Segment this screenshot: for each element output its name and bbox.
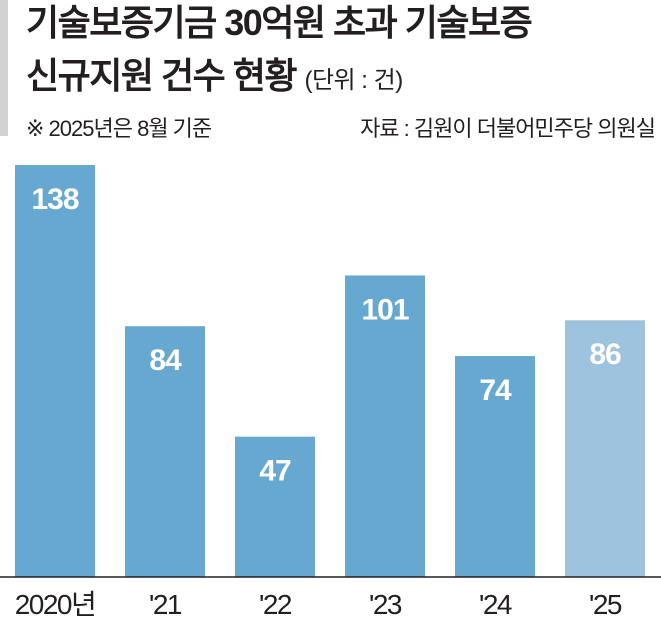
unit-label: (단위 : 건) bbox=[304, 67, 403, 94]
chart-title-line1: 기술보증기금 30억원 초과 기술보증 bbox=[26, 2, 533, 43]
x-tick-label-4: '24 bbox=[479, 589, 512, 620]
x-tick-label-5: '25 bbox=[589, 589, 622, 620]
data-label-3: 101 bbox=[361, 293, 408, 326]
bar-0 bbox=[15, 165, 95, 577]
data-label-2: 47 bbox=[259, 455, 291, 488]
data-label-0: 138 bbox=[31, 183, 78, 216]
data-label-1: 84 bbox=[149, 344, 182, 377]
bar-3 bbox=[345, 275, 425, 577]
chart-title-line2-text: 신규지원 건수 현황 bbox=[26, 55, 297, 96]
bar-5 bbox=[565, 320, 645, 577]
x-tick-label-3: '23 bbox=[369, 589, 402, 620]
data-label-5: 86 bbox=[589, 338, 621, 371]
bar-1 bbox=[125, 326, 205, 577]
x-tick-label-0: 2020년 bbox=[15, 589, 96, 620]
bar-4 bbox=[455, 356, 535, 577]
x-tick-label-2: '22 bbox=[259, 589, 292, 620]
title-accent-bar bbox=[0, 0, 8, 136]
source-note: 자료 : 김원이 더불어민주당 의원실 bbox=[360, 116, 656, 141]
chart-title-line2: 신규지원 건수 현황 (단위 : 건) bbox=[26, 58, 403, 94]
bar-2 bbox=[235, 436, 315, 577]
data-label-4: 74 bbox=[479, 374, 512, 407]
x-tick-label-1: '21 bbox=[149, 589, 182, 620]
footnote: ※ 2025년은 8월 기준 bbox=[26, 116, 212, 141]
